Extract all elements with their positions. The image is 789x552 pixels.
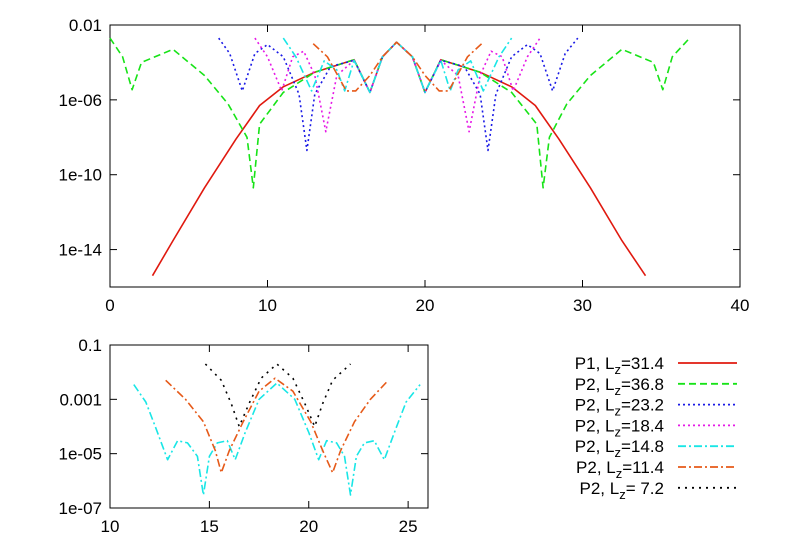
y-tick-label: 1e-10 xyxy=(59,166,102,185)
x-tick-label: 10 xyxy=(101,517,120,536)
series-line-0-5 xyxy=(312,41,483,92)
top-plot: 0 10 20 30 40 0.01 1e-06 1e-10 1e-14 xyxy=(59,16,750,315)
series-line-1-0 xyxy=(133,382,421,496)
x-tick-label: 10 xyxy=(258,296,277,315)
x-tick-label: 0 xyxy=(105,296,114,315)
legend-label: P2, Lz=14.8 xyxy=(575,437,664,460)
y-tick-label: 1e-06 xyxy=(59,91,102,110)
series-line-0-2 xyxy=(218,37,579,152)
legend-label: P2, Lz=23.2 xyxy=(575,396,664,419)
legend: P1, Lz=31.4P2, Lz=36.8P2, Lz=23.2P2, Lz=… xyxy=(575,354,737,502)
series-line-0-1 xyxy=(109,37,691,189)
legend-label: P1, Lz=31.4 xyxy=(575,354,664,377)
x-tick-label: 15 xyxy=(200,517,219,536)
y-tick-label: 0.01 xyxy=(69,16,102,35)
series-line-1-2 xyxy=(204,363,352,428)
y-tick-label: 0.001 xyxy=(59,390,102,409)
plot-frame xyxy=(109,24,741,288)
series-line-0-4 xyxy=(282,37,513,94)
x-tick-label: 25 xyxy=(399,517,418,536)
x-tick-label: 30 xyxy=(573,296,592,315)
series-line-1-1 xyxy=(165,377,389,474)
legend-label: P2, Lz=36.8 xyxy=(575,375,664,398)
series-line-0-0 xyxy=(151,41,647,277)
legend-label: P2, Lz=11.4 xyxy=(576,458,664,481)
x-tick-label: 40 xyxy=(731,296,750,315)
plot-frame xyxy=(109,344,429,509)
legend-label: P2, Lz= 7.2 xyxy=(580,479,665,502)
bottom-plot: 10 15 20 25 0.1 0.001 1e-05 1e-07 xyxy=(59,336,429,536)
x-tick-label: 20 xyxy=(299,517,318,536)
y-tick-label: 1e-07 xyxy=(59,499,102,518)
x-tick-label: 20 xyxy=(416,296,435,315)
y-tick-label: 1e-05 xyxy=(59,445,102,464)
legend-label: P2, Lz=18.4 xyxy=(575,416,664,439)
series-line-0-3 xyxy=(254,37,541,133)
y-tick-label: 1e-14 xyxy=(59,241,102,260)
y-tick-label: 0.1 xyxy=(78,336,102,355)
